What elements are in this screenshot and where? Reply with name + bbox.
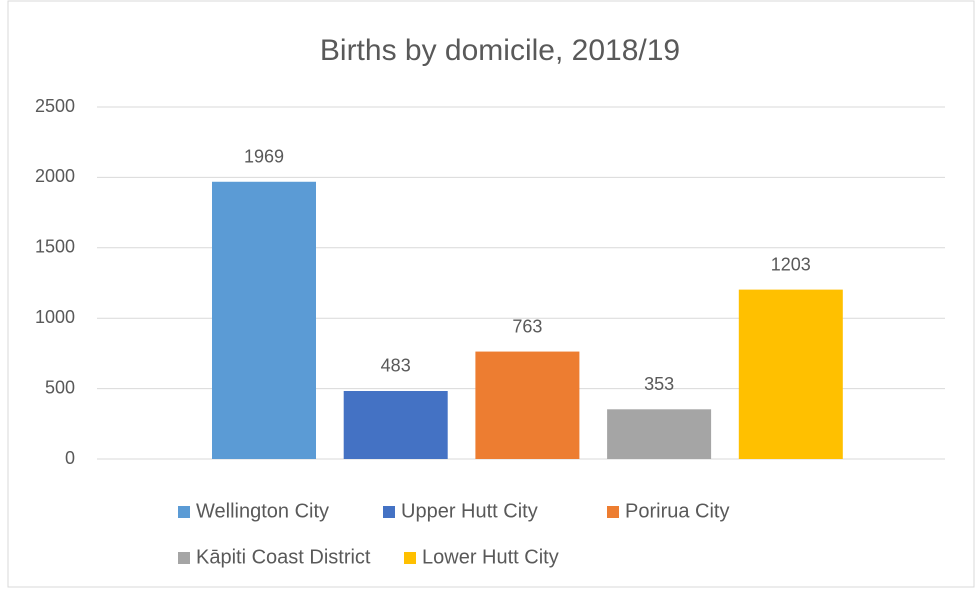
legend-swatch	[383, 506, 395, 518]
data-label: 1969	[244, 147, 284, 167]
legend-swatch	[178, 506, 190, 518]
bar	[475, 351, 580, 459]
bar	[212, 181, 316, 459]
legend-label: Lower Hutt City	[422, 546, 559, 568]
legend-label: Upper Hutt City	[401, 500, 538, 522]
data-label: 1203	[771, 254, 811, 274]
data-label: 483	[381, 356, 411, 376]
legend-label: Kāpiti Coast District	[196, 546, 371, 568]
y-tick-label: 500	[45, 377, 75, 397]
data-label: 353	[644, 374, 674, 394]
legend-swatch	[607, 506, 619, 518]
y-tick-label: 2000	[35, 166, 75, 186]
chart-title: Births by domicile, 2018/19	[320, 34, 680, 67]
y-tick-label: 2500	[35, 96, 75, 116]
legend-swatch	[178, 552, 190, 564]
bar	[738, 289, 843, 459]
y-tick-label: 1000	[35, 307, 75, 327]
y-tick-label: 1500	[35, 237, 75, 257]
data-label: 763	[512, 316, 542, 336]
legend-swatch	[404, 552, 416, 564]
y-tick-label: 0	[65, 448, 75, 468]
bar	[343, 390, 448, 459]
legend-label: Wellington City	[196, 500, 329, 522]
bar	[607, 409, 712, 459]
legend-label: Porirua City	[625, 500, 729, 522]
